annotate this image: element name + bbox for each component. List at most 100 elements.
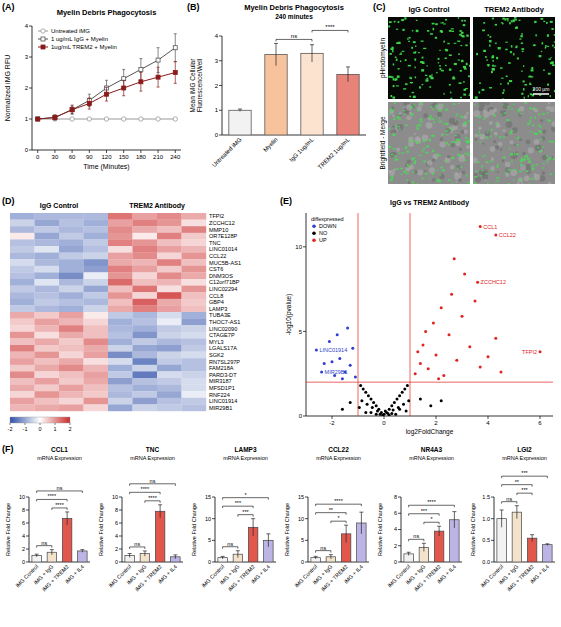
cell [486,102,489,105]
cell [406,115,411,120]
cell [392,125,395,128]
cell [59,305,84,312]
speck [543,69,545,70]
cell [35,378,60,385]
tick [212,540,215,541]
significance: **** [325,24,335,30]
speck [523,88,525,90]
micrograph-ground [473,102,555,184]
cell [423,113,428,118]
speck [515,47,517,48]
speck [486,161,489,163]
cell [10,358,35,365]
speck [530,84,532,85]
row-label: THOC7-AS1 [209,319,240,325]
speck [555,150,556,151]
tick-label: -1 [23,426,28,432]
cell [84,253,109,260]
significance: * [430,516,433,522]
cell [84,272,109,279]
speck [474,176,477,177]
speck [534,44,535,45]
speck [439,50,441,51]
speck [526,170,529,172]
speck [487,131,489,133]
cell [35,358,60,365]
cell [458,103,460,105]
speck [460,115,462,117]
cell [157,312,182,319]
speck [498,47,501,49]
point [367,394,370,397]
speck [492,18,494,20]
cell [182,272,207,279]
bracket [502,502,517,504]
speck [405,124,407,126]
row-label: LAMP3 [209,306,227,312]
speck [396,85,399,86]
cell [10,325,35,332]
speck [460,45,462,46]
cell [133,398,158,405]
speck [455,141,458,143]
point [442,374,445,377]
significance: *** [242,509,249,515]
bracket [238,515,253,517]
cell [108,371,133,378]
significance: ns [41,540,47,546]
bracket [52,508,67,510]
cell [133,286,158,293]
cell [84,226,109,233]
cell [182,299,207,306]
tick-label: 4 [215,33,219,39]
cell [59,391,84,398]
column-head: TREM2 Antibody [129,202,185,210]
speck [521,70,522,72]
speck [487,182,488,184]
cell [182,279,207,286]
speck [548,73,551,75]
speck [483,22,485,24]
tick [303,331,306,332]
bracket [502,485,533,487]
cell [35,226,60,233]
micrograph [388,17,470,99]
speck [531,69,534,71]
speck [492,68,495,70]
cell [133,233,158,240]
subtitle: mRNA Expression [130,455,175,461]
speck [530,131,532,132]
row-label: LINC02090 [209,326,237,332]
point [370,398,373,401]
speck [516,26,518,28]
speck [402,51,405,52]
cell [10,279,35,286]
row-label: SGK2 [209,352,224,358]
point [461,315,464,318]
speck [489,44,490,46]
speck [519,20,521,21]
cell [397,124,404,131]
speck [492,68,495,70]
plot [497,506,552,562]
speck [508,183,510,184]
cell [133,299,158,306]
point [366,403,369,406]
bar [301,53,323,135]
speck [438,58,440,60]
speck [443,161,444,162]
tick-label: 10 [19,494,25,500]
y-axis [215,497,216,562]
scale-label: 200 µm [533,86,550,92]
cell [133,385,158,392]
tick [29,57,32,58]
speck [393,148,396,149]
speck [394,155,397,157]
tick-label: 0 [301,559,304,565]
title: LGI2 [517,446,532,453]
speck [398,68,400,69]
cell [157,305,182,312]
cell [10,391,35,398]
reference-line [306,382,553,383]
tick [26,523,29,524]
